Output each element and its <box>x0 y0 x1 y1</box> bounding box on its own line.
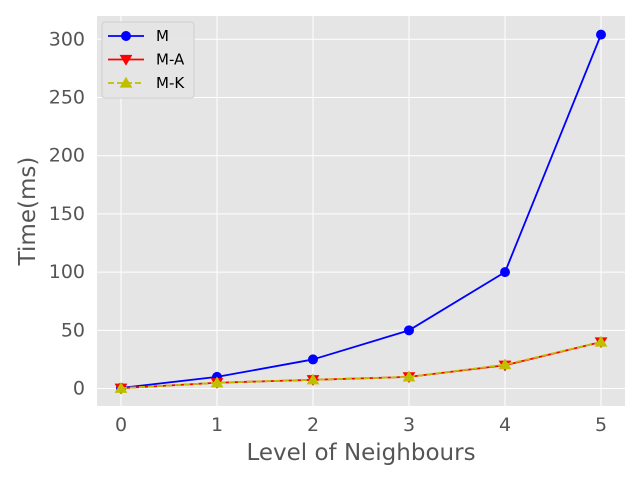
data-point-m <box>500 267 510 278</box>
y-tick-label: 0 <box>73 378 85 400</box>
series <box>114 29 608 395</box>
series-line-m <box>120 34 602 389</box>
data-point-m-k <box>114 381 128 393</box>
x-tick-label: 5 <box>595 414 607 436</box>
series-line-m-k <box>120 341 602 390</box>
x-axis-label: Level of Neighbours <box>246 440 475 466</box>
data-point-m <box>404 325 414 336</box>
series-m-k <box>114 335 608 393</box>
x-tick-label: 4 <box>499 414 511 436</box>
data-point-m-k <box>210 376 224 388</box>
y-axis-label: Time(ms) <box>15 157 41 267</box>
data-point-m-k <box>594 335 608 347</box>
y-tick-label: 150 <box>49 203 85 225</box>
x-tick-label: 1 <box>211 414 223 436</box>
data-point-m-k <box>498 358 512 370</box>
y-tick-label: 300 <box>49 28 85 50</box>
data-point-m <box>596 29 606 40</box>
legend-marker-m-k <box>119 76 133 88</box>
data-point-m <box>308 354 318 365</box>
data-point-m-k <box>402 370 416 382</box>
y-tick-label: 50 <box>61 319 85 341</box>
legend-label-m-k: M-K <box>156 74 185 92</box>
x-tick-label: 0 <box>115 414 127 436</box>
legend-label-m: M <box>156 27 169 45</box>
legend-label-m-a: M-A <box>156 51 185 69</box>
legend-marker-m-a <box>119 54 133 66</box>
y-tick-label: 200 <box>49 145 85 167</box>
y-tick-label: 100 <box>49 261 85 283</box>
x-tick-label: 2 <box>307 414 319 436</box>
data-point-m-k <box>306 373 320 385</box>
legend-marker-m <box>121 31 131 41</box>
grid <box>97 16 625 406</box>
legend: M M-A M-K <box>101 21 195 99</box>
y-tick-label: 250 <box>49 86 85 108</box>
x-tick-label: 3 <box>403 414 415 436</box>
